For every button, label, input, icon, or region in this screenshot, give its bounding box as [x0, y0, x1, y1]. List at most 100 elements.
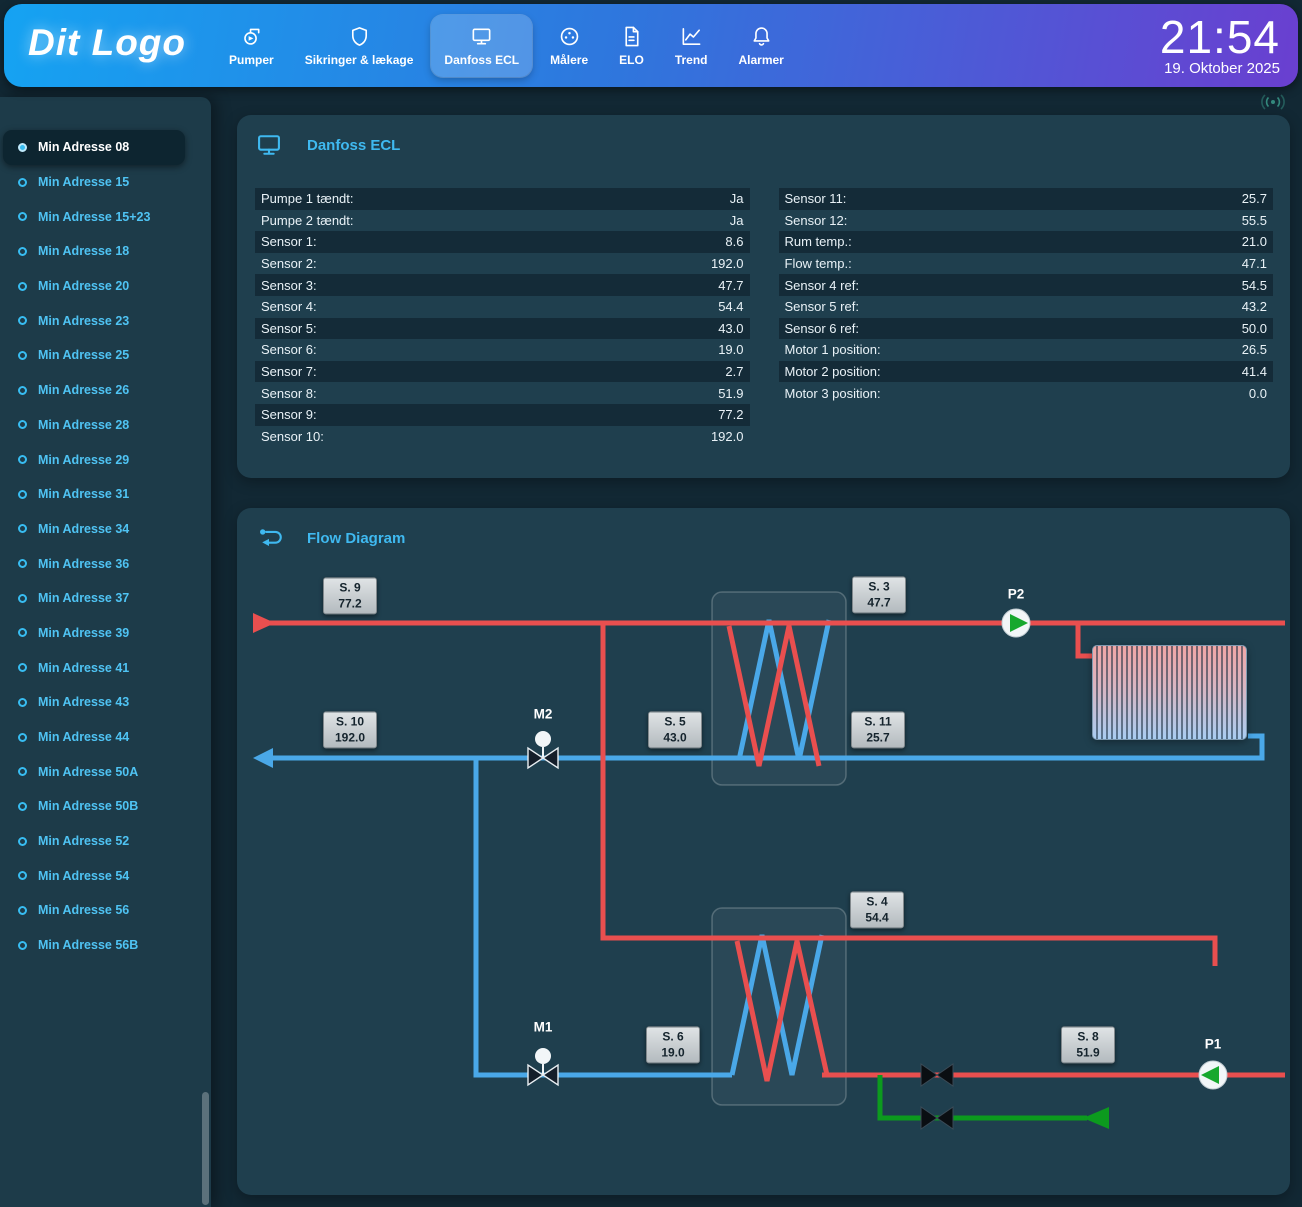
row-value: 43.0 [718, 320, 744, 336]
sidebar-item-adresse-54[interactable]: Min Adresse 54 [3, 858, 185, 893]
date: 19. Oktober 2025 [1164, 60, 1280, 78]
sidebar-item-adresse-23[interactable]: Min Adresse 23 [3, 303, 185, 338]
ecl-table-left: Pumpe 1 tændt: Ja Pumpe 2 tændt: Ja Sensor… [255, 188, 750, 447]
table-row: Sensor 9: 77.2 [255, 403, 750, 426]
radio-icon [18, 663, 27, 673]
sensor-value: 192.0 [334, 730, 366, 744]
row-value: 55.5 [1241, 212, 1267, 228]
trend-icon [682, 27, 701, 45]
sidebar-item-adresse-25[interactable]: Min Adresse 25 [3, 338, 185, 373]
sidebar-item-adresse-15[interactable]: Min Adresse 15 [3, 165, 185, 200]
clock: 21:54 [1159, 10, 1280, 63]
nav-item-danfoss-ecl[interactable]: Danfoss ECL [431, 14, 533, 77]
sidebar-item-adresse-31[interactable]: Min Adresse 31 [3, 477, 185, 512]
sidebar-item-label: Min Adresse 28 [38, 417, 130, 432]
meter-icon [560, 27, 578, 45]
nav-item-elo[interactable]: ELO [606, 15, 657, 77]
row-value: 2.7 [725, 364, 744, 380]
sidebar-item-adresse-44[interactable]: Min Adresse 44 [3, 720, 185, 755]
sidebar-item-adresse-15-23[interactable]: Min Adresse 15+23 [3, 199, 185, 234]
sidebar-item-adresse-37[interactable]: Min Adresse 37 [3, 581, 185, 616]
sidebar-item-label: Min Adresse 18 [38, 244, 130, 259]
row-label: Sensor 8: [261, 385, 317, 401]
sidebar-item-label: Min Adresse 31 [38, 487, 130, 502]
sidebar-item-adresse-43[interactable]: Min Adresse 43 [3, 685, 185, 720]
sensor-box-s6: S. 6 19.0 [646, 1026, 700, 1064]
sidebar-item-adresse-20[interactable]: Min Adresse 20 [3, 269, 185, 304]
row-label: Sensor 5 ref: [784, 299, 859, 315]
radio-icon [18, 177, 27, 187]
row-label: Motor 3 position: [784, 385, 881, 401]
row-value: 50.0 [1241, 320, 1267, 336]
monitor-icon [258, 135, 280, 155]
sidebar-item-adresse-50b[interactable]: Min Adresse 50B [3, 789, 185, 824]
nav-item-sikringer[interactable]: Sikringer & lækage [292, 15, 427, 77]
radio-icon [18, 350, 27, 360]
row-label: Sensor 6: [261, 342, 317, 358]
row-label: Flow temp.: [784, 256, 852, 272]
pump-icon [244, 28, 260, 45]
nav-item-malere[interactable]: Målere [537, 15, 601, 77]
radio-icon [18, 455, 27, 465]
panel-title: Danfoss ECL [307, 136, 401, 154]
sidebar-item-adresse-34[interactable]: Min Adresse 34 [3, 512, 185, 547]
row-value: 41.4 [1241, 364, 1267, 380]
bypass-flow-arrow [1083, 1107, 1109, 1129]
sidebar-item-label: Min Adresse 26 [38, 383, 130, 398]
sidebar-item-adresse-08[interactable]: Min Adresse 08 [3, 130, 185, 165]
sidebar-item-label: Min Adresse 29 [38, 452, 130, 467]
sidebar-item-label: Min Adresse 43 [38, 695, 130, 710]
radio-icon [18, 246, 27, 256]
nav-item-alarmer[interactable]: Alarmer [725, 15, 796, 77]
sidebar-item-adresse-18[interactable]: Min Adresse 18 [3, 234, 185, 269]
row-label: Sensor 11: [784, 191, 847, 207]
table-row: Sensor 5: 43.0 [255, 317, 750, 340]
row-label: Sensor 10: [261, 428, 324, 444]
radio-icon [18, 697, 27, 707]
flow-icon [260, 529, 282, 547]
radio-icon [18, 420, 27, 430]
sensor-id: S. 9 [339, 580, 361, 595]
row-label: Sensor 4 ref: [784, 277, 859, 293]
sidebar: Min Adresse 08 Min Adresse 15 Min Adress… [0, 97, 211, 1207]
sidebar-item-adresse-56[interactable]: Min Adresse 56 [3, 893, 185, 928]
radio-icon [18, 281, 27, 291]
ecl-panel-header: Danfoss ECL [237, 115, 1290, 159]
sidebar-item-adresse-41[interactable]: Min Adresse 41 [3, 650, 185, 685]
row-label: Sensor 7: [261, 364, 317, 380]
sidebar-scrollbar[interactable] [202, 1092, 209, 1205]
sidebar-item-label: Min Adresse 52 [38, 834, 130, 849]
nav-item-pumper[interactable]: Pumper [216, 15, 287, 77]
row-value: 26.5 [1241, 342, 1267, 358]
table-row: Motor 2 position: 41.4 [778, 360, 1273, 383]
radiator [1092, 645, 1247, 740]
sidebar-item-label: Min Adresse 54 [38, 868, 130, 883]
nav-item-trend[interactable]: Trend [662, 15, 721, 77]
table-row: Sensor 11: 25.7 [778, 188, 1273, 210]
table-row: Motor 1 position: 26.5 [779, 339, 1274, 361]
sidebar-item-adresse-28[interactable]: Min Adresse 28 [3, 408, 185, 443]
sensor-id: S. 10 [335, 714, 365, 729]
sidebar-item-adresse-26[interactable]: Min Adresse 26 [3, 373, 185, 408]
sidebar-item-adresse-36[interactable]: Min Adresse 36 [3, 546, 185, 581]
sidebar-item-adresse-29[interactable]: Min Adresse 29 [3, 442, 185, 477]
row-value: 51.9 [718, 385, 744, 401]
row-value: 21.0 [1241, 234, 1267, 250]
flow-panel: Flow Diagram [237, 508, 1290, 1195]
sensor-id: S. 5 [664, 714, 686, 729]
sidebar-item-label: Min Adresse 50B [38, 799, 139, 814]
flow-panel-header: Flow Diagram [237, 508, 1290, 552]
row-value: 54.4 [718, 299, 744, 315]
nav-label: Pumper [229, 52, 274, 67]
pump-label-p2: P2 [1007, 586, 1025, 602]
sidebar-item-adresse-39[interactable]: Min Adresse 39 [3, 616, 185, 651]
pump-label-p1: P1 [1204, 1036, 1222, 1052]
table-row: Sensor 2: 192.0 [255, 253, 750, 275]
main-nav: Pumper Sikringer & lækage Danfoss ECL Må… [216, 14, 797, 77]
sidebar-item-adresse-56b[interactable]: Min Adresse 56B [3, 928, 185, 963]
clock-area: 21:54 19. Oktober 2025 [1159, 10, 1298, 78]
radio-selected-icon [18, 142, 27, 152]
sidebar-item-adresse-52[interactable]: Min Adresse 52 [3, 824, 185, 859]
table-row: Sensor 8: 51.9 [255, 382, 750, 404]
sidebar-item-adresse-50a[interactable]: Min Adresse 50A [3, 754, 185, 789]
